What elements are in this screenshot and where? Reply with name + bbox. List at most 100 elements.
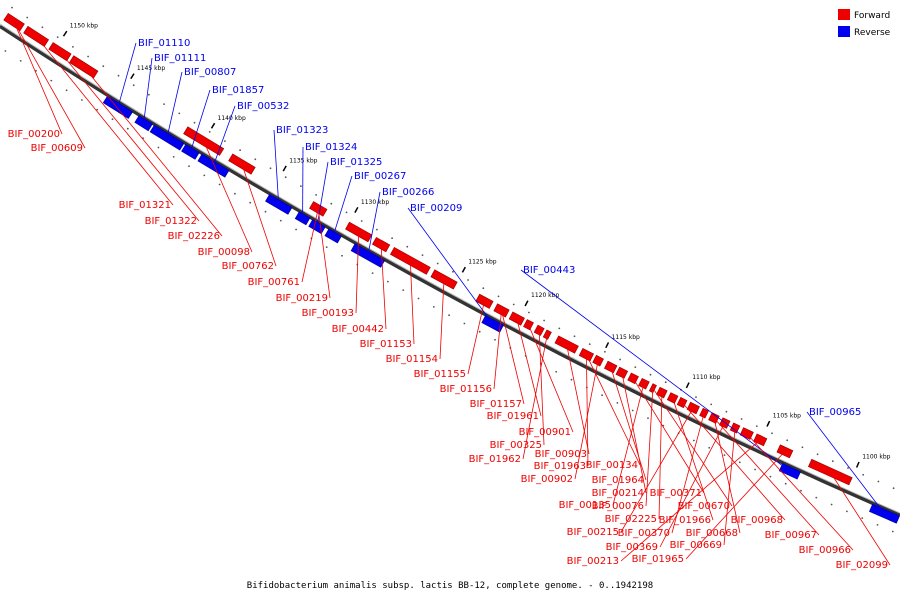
legend-reverse-label: Reverse (854, 28, 891, 38)
gene-label[interactable]: BIF_01322 (145, 216, 197, 227)
gene-label[interactable]: BIF_00219 (276, 293, 328, 304)
gene-label[interactable]: BIF_01965 (632, 554, 684, 565)
gene-label[interactable]: BIF_01966 (659, 515, 711, 526)
gene-label[interactable]: BIF_02226 (168, 231, 220, 242)
gene-label[interactable]: BIF_00670 (678, 501, 730, 512)
tick-dot (815, 496, 818, 499)
gene-label[interactable]: BIF_02099 (836, 560, 888, 571)
gene-label[interactable]: BIF_01155 (414, 369, 466, 380)
gene-label[interactable]: BIF_00532 (237, 101, 289, 112)
gene-label[interactable]: BIF_00668 (686, 528, 738, 539)
gene-label[interactable]: BIF_00209 (410, 203, 462, 214)
tick-dot (132, 84, 135, 87)
tick-dot (87, 55, 89, 58)
tick-dot (65, 89, 68, 92)
gene-label[interactable]: BIF_00135 (559, 500, 611, 511)
label-layer: BIF_01110 BIF_01111 BIF_00807 BIF_01857 BIF_… (8, 21, 891, 571)
tick-label: 1120 kbp (531, 292, 559, 299)
gene-label[interactable]: BIF_00902 (521, 474, 573, 485)
tick-dot (769, 475, 772, 478)
gene-label[interactable]: BIF_00076 (592, 501, 644, 512)
reverse-gene[interactable] (102, 95, 134, 119)
gene-label[interactable]: BIF_00966 (799, 545, 851, 556)
gene-label[interactable]: BIF_01321 (119, 200, 171, 211)
forward-gene[interactable] (739, 427, 754, 440)
gene-label[interactable]: BIF_00443 (523, 265, 575, 276)
tick-dot (528, 311, 530, 314)
tick-dot (604, 350, 606, 353)
gene-label[interactable]: BIF_00215 (567, 527, 619, 538)
gene-label[interactable]: BIF_00134 (586, 460, 638, 471)
gene-label[interactable]: BIF_01961 (487, 411, 539, 422)
leader-line (316, 161, 329, 227)
forward-gene[interactable] (753, 433, 768, 447)
tick-dot (892, 487, 895, 490)
gene-label[interactable]: BIF_00762 (222, 261, 274, 272)
gene-label[interactable]: BIF_00098 (198, 247, 250, 258)
gene-label[interactable]: BIF_01962 (469, 454, 521, 465)
gene-label[interactable]: BIF_00267 (354, 171, 406, 182)
gene-label[interactable]: BIF_00901 (519, 427, 571, 438)
tick-dot (558, 327, 561, 330)
gene-label[interactable]: BIF_00903 (535, 449, 587, 460)
tick-dot (284, 176, 287, 179)
gene-label[interactable]: BIF_02225 (605, 514, 657, 525)
gene-label[interactable]: BIF_01964 (592, 475, 644, 486)
gene-label[interactable]: BIF_00442 (332, 324, 384, 335)
gene-label[interactable]: BIF_01111 (154, 53, 206, 64)
gene-label[interactable]: BIF_00371 (650, 488, 702, 499)
gene-label[interactable]: BIF_01157 (470, 399, 522, 410)
gene-label[interactable]: BIF_00609 (31, 143, 83, 154)
forward-gene[interactable] (603, 360, 618, 374)
gene-label[interactable]: BIF_00967 (765, 530, 817, 541)
gene-label[interactable]: BIF_01963 (534, 461, 586, 472)
forward-gene[interactable] (430, 269, 458, 290)
tick-dot (723, 454, 726, 456)
tick-dot (771, 432, 773, 435)
tick-dot (891, 530, 894, 533)
gene-label[interactable]: BIF_01324 (305, 142, 357, 153)
reverse-gene[interactable] (350, 243, 386, 268)
gene-label[interactable]: BIF_00965 (809, 407, 861, 418)
leader-line (439, 279, 445, 360)
gene-label[interactable]: BIF_00325 (490, 440, 542, 451)
tick-dot (755, 425, 758, 427)
gene-label[interactable]: BIF_00193 (302, 308, 354, 319)
tick-label: 1110 kbp (692, 374, 720, 381)
tick-dot (478, 330, 481, 333)
gene-label[interactable]: BIF_00761 (248, 277, 300, 288)
forward-gene[interactable] (776, 444, 794, 459)
gene-label[interactable]: BIF_01156 (440, 384, 492, 395)
forward-gene[interactable] (493, 303, 510, 318)
gene-label[interactable]: BIF_01110 (138, 38, 190, 49)
gene-label[interactable]: BIF_01325 (330, 157, 382, 168)
forward-gene[interactable] (554, 335, 579, 354)
gene-label[interactable]: BIF_01154 (386, 354, 438, 365)
tick-dot (738, 461, 741, 464)
gene-label[interactable]: BIF_00968 (731, 515, 783, 526)
gene-label[interactable]: BIF_00669 (670, 540, 722, 551)
gene-label[interactable]: BIF_00200 (8, 129, 60, 140)
tick-dot (163, 103, 166, 105)
gene-label[interactable]: BIF_01323 (276, 125, 328, 136)
tick-dot (512, 303, 515, 306)
forward-gene[interactable] (3, 12, 25, 32)
reverse-gene[interactable] (265, 193, 293, 215)
gene-label[interactable]: BIF_00370 (618, 528, 670, 539)
gene-label[interactable]: BIF_00213 (567, 556, 619, 567)
gene-label[interactable]: BIF_00214 (592, 488, 644, 499)
forward-gene[interactable] (508, 311, 525, 326)
gene-label[interactable]: BIF_01153 (360, 339, 412, 350)
gene-label[interactable]: BIF_00369 (606, 542, 658, 553)
gene-label[interactable]: BIF_00266 (382, 187, 434, 198)
forward-gene[interactable] (542, 329, 552, 340)
tick-dot (360, 220, 363, 222)
tick-label: 1115 kbp (612, 334, 640, 341)
forward-gene[interactable] (615, 366, 629, 379)
gene-label[interactable]: BIF_00807 (184, 67, 236, 78)
reverse-gene[interactable] (181, 143, 200, 160)
forward-gene[interactable] (533, 324, 545, 336)
tick-dot (448, 314, 450, 317)
leader-line (659, 422, 726, 548)
gene-label[interactable]: BIF_01857 (212, 85, 264, 96)
